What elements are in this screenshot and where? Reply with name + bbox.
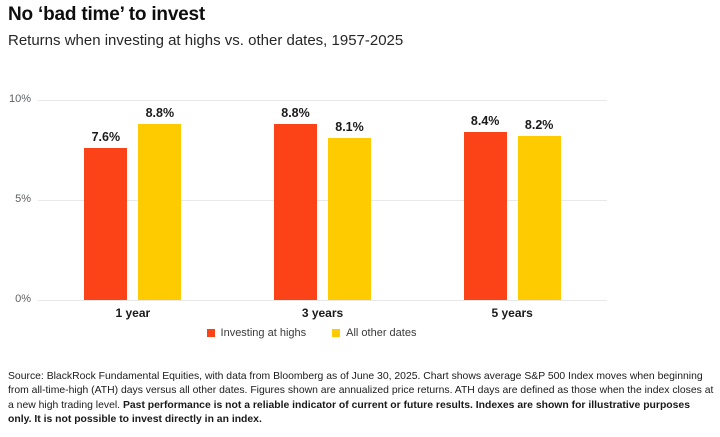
bar-value-label: 8.4%: [470, 114, 500, 128]
legend-label: All other dates: [346, 327, 417, 339]
bar-investing-at-highs: [274, 124, 317, 300]
bar-value-label: 8.2%: [524, 118, 554, 132]
y-axis-tick-label: 5%: [15, 193, 31, 205]
x-axis-category-label: 3 years: [301, 306, 344, 320]
x-axis-category-label: 5 years: [491, 306, 533, 320]
gridline: [38, 300, 607, 301]
legend: Investing at highs All other dates: [27, 327, 596, 339]
bar-all-other-dates: [328, 138, 371, 300]
legend-label: Investing at highs: [220, 327, 307, 339]
gridline: [38, 200, 607, 201]
bar-value-label: 7.6%: [91, 130, 121, 144]
legend-item-all-other-dates: All other dates: [332, 327, 416, 339]
bar-investing-at-highs: [463, 132, 507, 300]
bar-value-label: 8.1%: [335, 120, 364, 134]
x-axis-category-label: 1 year: [115, 306, 151, 320]
chart-title: No ‘bad time’ to invest: [8, 4, 206, 25]
y-axis-tick-label: 0%: [15, 293, 31, 305]
legend-swatch-icon: [332, 329, 341, 337]
bar-all-other-dates: [517, 136, 561, 300]
legend-item-investing-at-highs: Investing at highs: [206, 327, 307, 339]
chart-subtitle: Returns when investing at highs vs. othe…: [8, 32, 404, 49]
legend-swatch-icon: [206, 329, 215, 337]
bar-all-other-dates: [138, 124, 182, 300]
gridline: [38, 100, 607, 101]
bar-investing-at-highs: [84, 148, 128, 300]
source-note-text: Source: BlackRock Fundamental Equities, …: [8, 371, 714, 411]
bar-value-label: 8.8%: [281, 106, 310, 120]
bar-value-label: 8.8%: [145, 106, 175, 120]
y-axis-tick-label: 10%: [8, 93, 31, 105]
source-note: Source: BlackRock Fundamental Equities, …: [8, 370, 714, 428]
source-note-disclaimer: Past performance is not a reliable indic…: [8, 399, 690, 426]
